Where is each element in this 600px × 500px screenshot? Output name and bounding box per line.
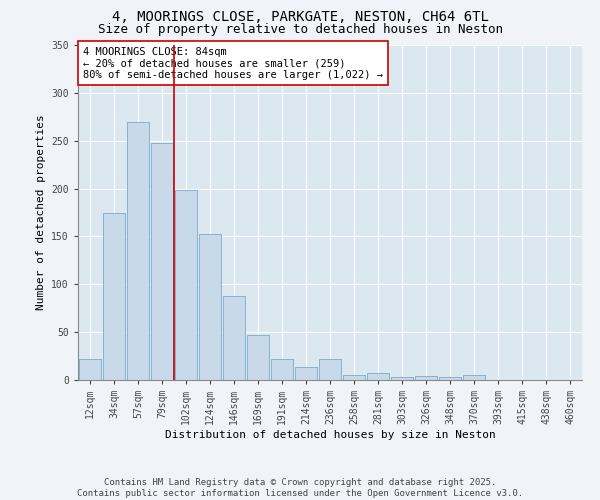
Bar <box>247 335 269 380</box>
Bar <box>79 359 101 380</box>
Bar <box>415 376 437 380</box>
Bar <box>439 377 461 380</box>
Bar <box>367 374 389 380</box>
Bar <box>223 296 245 380</box>
Y-axis label: Number of detached properties: Number of detached properties <box>36 114 46 310</box>
Bar <box>151 142 173 380</box>
Bar <box>319 359 341 380</box>
Bar <box>127 122 149 380</box>
Bar <box>391 377 413 380</box>
Bar <box>271 359 293 380</box>
Text: 4 MOORINGS CLOSE: 84sqm
← 20% of detached houses are smaller (259)
80% of semi-d: 4 MOORINGS CLOSE: 84sqm ← 20% of detache… <box>83 46 383 80</box>
Bar <box>199 234 221 380</box>
Text: Size of property relative to detached houses in Neston: Size of property relative to detached ho… <box>97 22 503 36</box>
X-axis label: Distribution of detached houses by size in Neston: Distribution of detached houses by size … <box>164 430 496 440</box>
Bar <box>175 190 197 380</box>
Text: Contains HM Land Registry data © Crown copyright and database right 2025.
Contai: Contains HM Land Registry data © Crown c… <box>77 478 523 498</box>
Bar <box>103 212 125 380</box>
Bar <box>463 375 485 380</box>
Bar <box>343 375 365 380</box>
Text: 4, MOORINGS CLOSE, PARKGATE, NESTON, CH64 6TL: 4, MOORINGS CLOSE, PARKGATE, NESTON, CH6… <box>112 10 488 24</box>
Bar <box>295 366 317 380</box>
